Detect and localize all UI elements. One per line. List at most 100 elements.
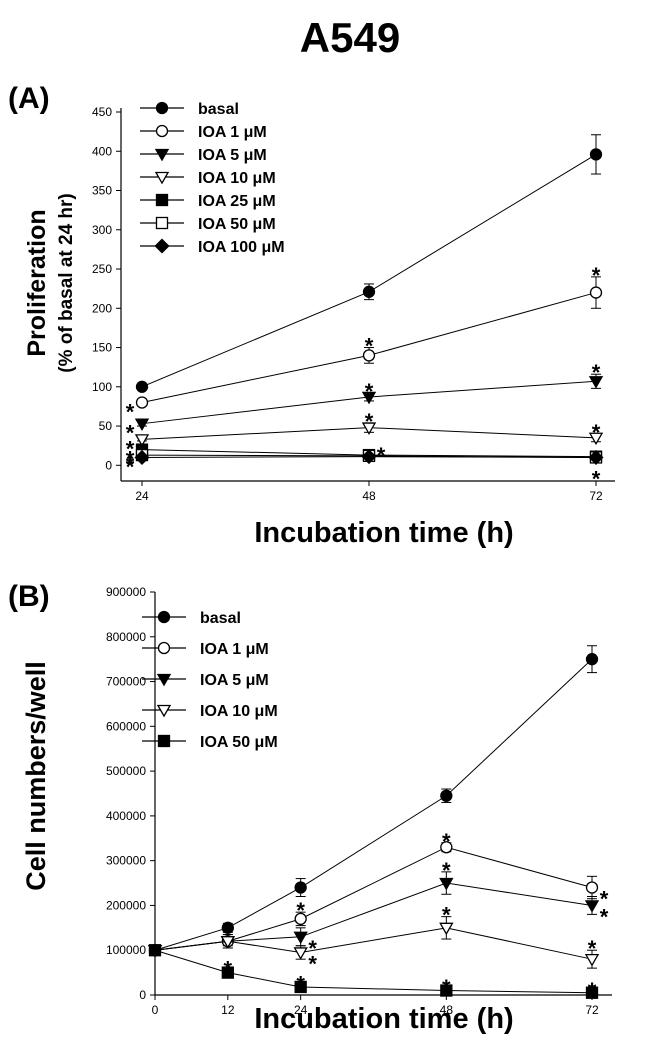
- legend-label: basal: [200, 610, 241, 627]
- significance-asterisk: *: [308, 936, 317, 961]
- y-tick-label: 200: [92, 301, 112, 315]
- x-tick-label: 48: [440, 1003, 454, 1017]
- significance-asterisk: *: [377, 443, 386, 468]
- legend-marker: [157, 641, 171, 655]
- data-point: [361, 449, 377, 465]
- y-tick-label: 150: [92, 341, 112, 355]
- significance-asterisk: *: [592, 420, 601, 445]
- significance-asterisk: *: [224, 956, 233, 981]
- legend-label: IOA 5 μM: [198, 147, 267, 164]
- data-point: [588, 376, 604, 389]
- data-point: [440, 984, 453, 997]
- significance-asterisk: *: [126, 399, 135, 424]
- y-tick-label: 450: [92, 105, 112, 119]
- data-point: [361, 391, 377, 405]
- x-tick-label: 48: [362, 489, 376, 503]
- y-tick-label: 800000: [106, 630, 146, 644]
- y-tick-label: 100: [92, 380, 112, 394]
- data-point: [440, 789, 453, 802]
- data-point: [294, 912, 307, 926]
- y-tick-label: 0: [105, 458, 112, 472]
- data-point: [584, 953, 600, 967]
- significance-asterisk: *: [442, 858, 451, 883]
- legend-label: IOA 100 μM: [198, 239, 285, 256]
- data-point: [361, 422, 377, 435]
- significance-asterisk: *: [588, 936, 597, 961]
- data-point: [362, 349, 376, 362]
- data-point: [134, 434, 150, 447]
- panel-b-ylabel: Cell numbers/well: [21, 661, 51, 891]
- y-tick-label: 400: [92, 144, 112, 158]
- data-point: [293, 931, 308, 945]
- data-point: [589, 286, 603, 299]
- legend-label: IOA 50 μM: [198, 216, 276, 233]
- legend-marker: [157, 734, 171, 748]
- data-point: [293, 947, 308, 960]
- legend-marker: [155, 216, 169, 230]
- data-point: [135, 396, 149, 409]
- data-point: [440, 841, 453, 854]
- y-tick-label: 400000: [106, 809, 146, 823]
- legend-label: IOA 10 μM: [200, 703, 278, 720]
- significance-asterisk: *: [126, 436, 135, 461]
- data-point: [294, 881, 307, 894]
- legend-label: IOA 1 μM: [198, 124, 267, 141]
- data-point: [221, 921, 234, 934]
- data-point: [439, 877, 454, 891]
- data-point: [134, 418, 150, 432]
- legend-marker: [157, 610, 171, 624]
- legend-marker: [154, 238, 170, 254]
- data-point: [585, 881, 599, 894]
- data-point: [585, 653, 599, 666]
- significance-asterisk: *: [442, 829, 451, 854]
- panel-a-ylabel-sub: (% of basal at 24 hr): [56, 193, 77, 373]
- significance-asterisk: *: [365, 334, 374, 359]
- legend-marker: [155, 101, 169, 115]
- data-point: [584, 900, 600, 913]
- data-point: [362, 285, 376, 298]
- data-point: [585, 986, 599, 999]
- series-line: [154, 949, 593, 994]
- x-tick-label: 72: [585, 1003, 599, 1017]
- x-tick-label: 12: [221, 1003, 235, 1017]
- panel-a: (A) Proliferation (% of basal at 24 hr) …: [8, 82, 615, 549]
- panel-a-ylabel: Proliferation: [23, 209, 51, 356]
- data-point: [439, 922, 454, 936]
- series-line: [154, 846, 593, 951]
- y-tick-label: 600000: [106, 719, 146, 733]
- y-tick-label: 300: [92, 223, 112, 237]
- panel-a-label: (A): [8, 82, 50, 115]
- significance-asterisk: *: [365, 409, 374, 434]
- legend-marker: [156, 673, 172, 687]
- legend-marker: [155, 124, 169, 138]
- data-point: [220, 936, 236, 949]
- page-title: A549: [300, 14, 400, 61]
- y-tick-label: 250: [92, 262, 112, 276]
- series-line: [154, 927, 593, 960]
- y-tick-label: 350: [92, 184, 112, 198]
- significance-asterisk: *: [600, 904, 609, 929]
- panel-b-label: (B): [8, 580, 50, 613]
- y-tick-label: 300000: [106, 854, 146, 868]
- x-tick-label: 24: [135, 489, 149, 503]
- legend-marker: [154, 148, 170, 162]
- significance-asterisk: *: [126, 452, 135, 477]
- y-tick-label: 0: [139, 988, 146, 1002]
- significance-asterisk: *: [365, 379, 374, 404]
- significance-asterisk: *: [442, 975, 451, 1000]
- legend-label: IOA 1 μM: [200, 641, 269, 658]
- panel-b-xlabel: Incubation time (h): [254, 1003, 513, 1035]
- legend-label: IOA 10 μM: [198, 170, 276, 187]
- x-tick-label: 0: [152, 1003, 159, 1017]
- data-point: [148, 944, 162, 957]
- data-point: [135, 380, 149, 393]
- significance-asterisk: *: [296, 898, 305, 923]
- significance-asterisk: *: [308, 951, 317, 976]
- legend-label: IOA 5 μM: [200, 672, 269, 689]
- significance-asterisk: *: [600, 887, 609, 912]
- significance-asterisk: *: [592, 466, 601, 491]
- significance-asterisk: *: [296, 972, 305, 997]
- data-point: [588, 449, 604, 465]
- data-point: [588, 432, 604, 446]
